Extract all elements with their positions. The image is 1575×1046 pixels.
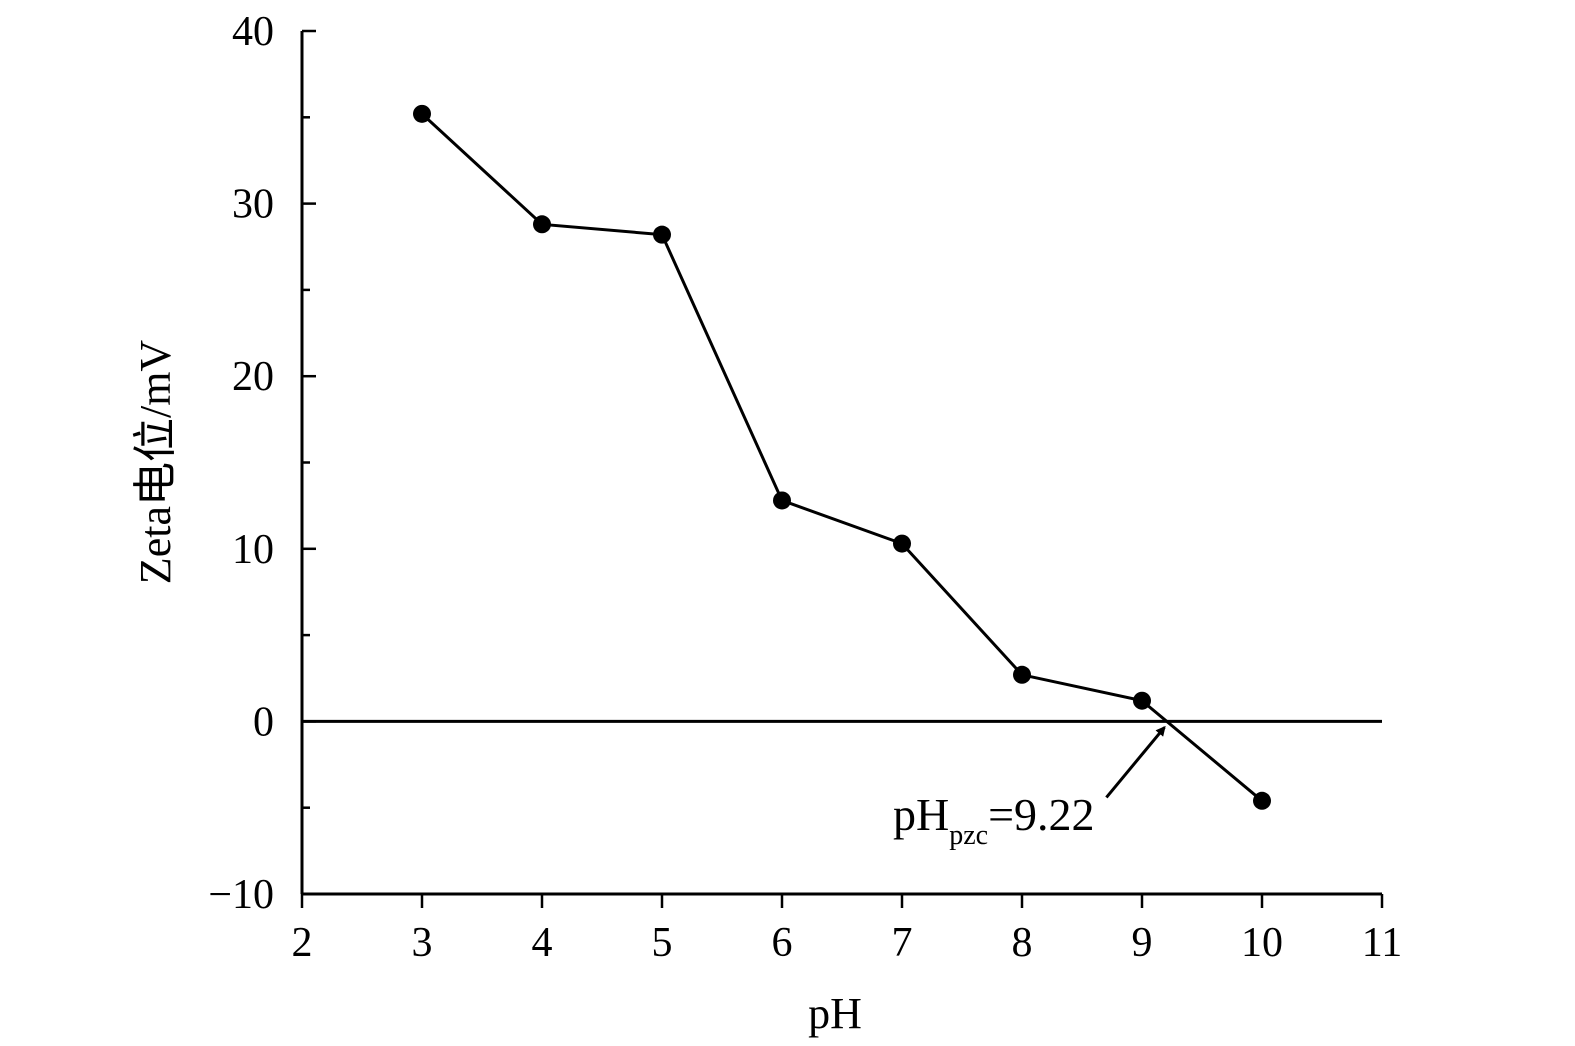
- data-point: [413, 104, 431, 123]
- data-point: [653, 225, 671, 244]
- series-line: [420, 112, 1263, 802]
- data-point: [533, 215, 551, 234]
- pzc-label: pHpzc=9.22: [893, 789, 1095, 851]
- y-axis-title: Zeta电位/mV: [131, 340, 180, 585]
- data-point: [1013, 665, 1031, 684]
- x-tick-label: 7: [892, 920, 913, 966]
- x-axis-title: pH: [808, 989, 862, 1038]
- x-tick-label: 11: [1362, 920, 1402, 966]
- x-tick-label: 9: [1132, 920, 1153, 966]
- pzc-annotation: pHpzc=9.22: [893, 725, 1166, 851]
- x-tick-label: 6: [772, 920, 793, 966]
- y-tick-label: 20: [232, 354, 274, 400]
- y-tick-label: 30: [232, 182, 274, 228]
- pzc-arrow: [1105, 725, 1166, 799]
- y-tick-label: 40: [232, 9, 274, 55]
- pzc-label-suffix: =9.22: [988, 789, 1094, 840]
- axes: −10 0 10 20 30 40 2 3 4 5 6 7 8 9 10 11: [208, 9, 1402, 966]
- y-tick-label: −10: [208, 872, 274, 918]
- data-point: [773, 491, 791, 510]
- data-point: [893, 534, 911, 553]
- data-point: [1133, 691, 1151, 710]
- y-tick-label: 10: [232, 527, 274, 573]
- x-tick-label: 2: [292, 920, 313, 966]
- data-series: [413, 104, 1271, 810]
- x-tick-label: 4: [532, 920, 553, 966]
- x-tick-label: 10: [1241, 920, 1283, 966]
- x-tick-label: 3: [412, 920, 433, 966]
- x-tick-label: 8: [1012, 920, 1033, 966]
- data-point: [1253, 791, 1271, 810]
- x-tick-label: 5: [652, 920, 673, 966]
- y-tick-label: 0: [253, 699, 274, 745]
- pzc-label-prefix: pH: [893, 789, 949, 840]
- pzc-label-subscript: pzc: [949, 820, 988, 851]
